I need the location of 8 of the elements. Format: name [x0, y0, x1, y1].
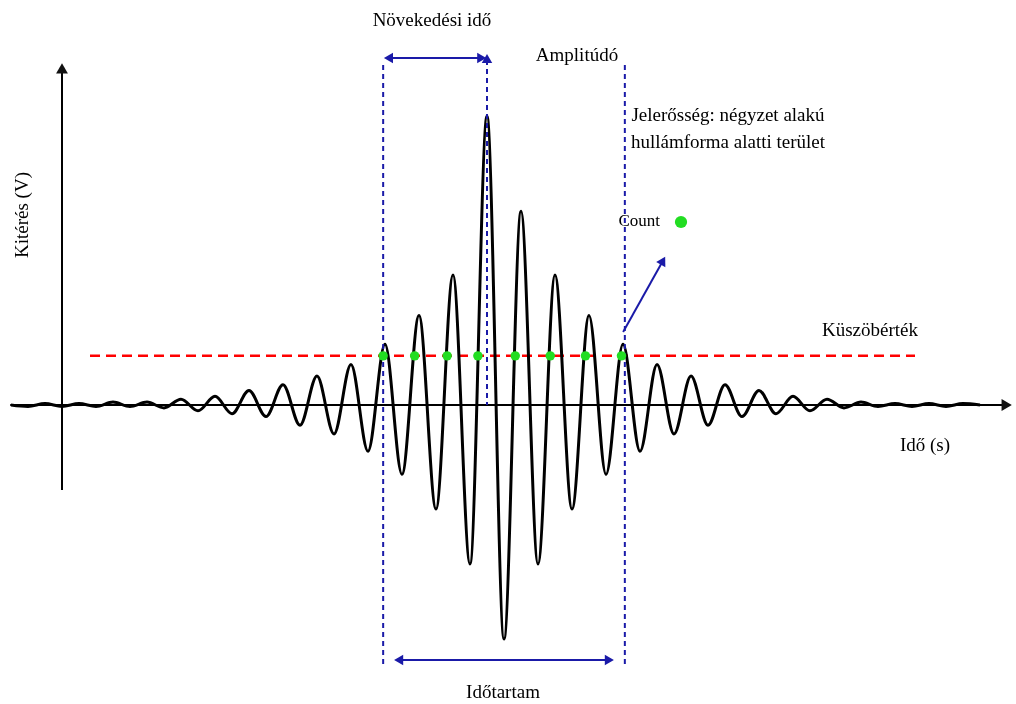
text: Amplitúdó — [535, 44, 619, 65]
text: Növekedési idő — [372, 9, 492, 30]
y-axis-title: Kitérés (V) — [11, 172, 33, 258]
annotation: Count — [618, 211, 661, 230]
ref-line-label: Küszöbérték — [821, 319, 919, 340]
text: Időtartam — [466, 681, 541, 702]
x-axis-title: Idő (s) — [899, 434, 951, 456]
annotation: Jelerősség: négyzet alakú hullámforma alatti terület — [630, 104, 826, 152]
